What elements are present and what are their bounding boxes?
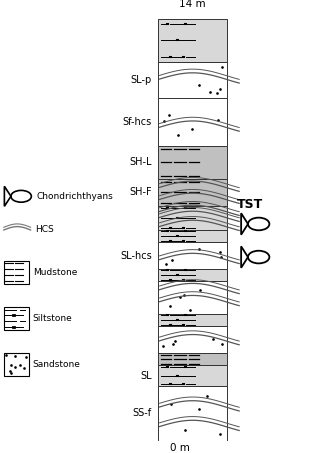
Bar [158,242,227,269]
Bar [158,230,227,242]
Text: 14 m: 14 m [179,0,206,9]
Bar [4,260,29,284]
Text: TST: TST [237,198,263,211]
Text: HCS: HCS [35,226,54,235]
Bar [158,179,227,206]
Bar [4,353,29,376]
Bar [4,307,29,330]
Bar [158,269,227,281]
Text: SL-hcs: SL-hcs [120,251,152,260]
Text: SH-F: SH-F [129,188,152,198]
Bar [158,326,227,353]
Bar [158,146,227,179]
Bar [158,62,227,98]
Text: SH-L: SH-L [129,157,152,167]
Bar [158,206,227,230]
Bar [158,386,227,441]
Bar [158,353,227,366]
Text: SL: SL [140,371,152,381]
Bar [158,19,227,62]
Bar [158,314,227,326]
Text: SL-p: SL-p [131,75,152,85]
Bar [158,98,227,146]
Text: Chondrichthyans: Chondrichthyans [37,192,114,201]
Bar [158,281,227,314]
Text: 0 m: 0 m [170,443,190,453]
Bar [158,366,227,386]
Text: SS-f: SS-f [133,409,152,419]
Text: Mudstone: Mudstone [33,268,77,277]
Text: Siltstone: Siltstone [33,314,73,323]
Text: Sf-hcs: Sf-hcs [123,117,152,127]
Text: Sandstone: Sandstone [33,360,81,369]
